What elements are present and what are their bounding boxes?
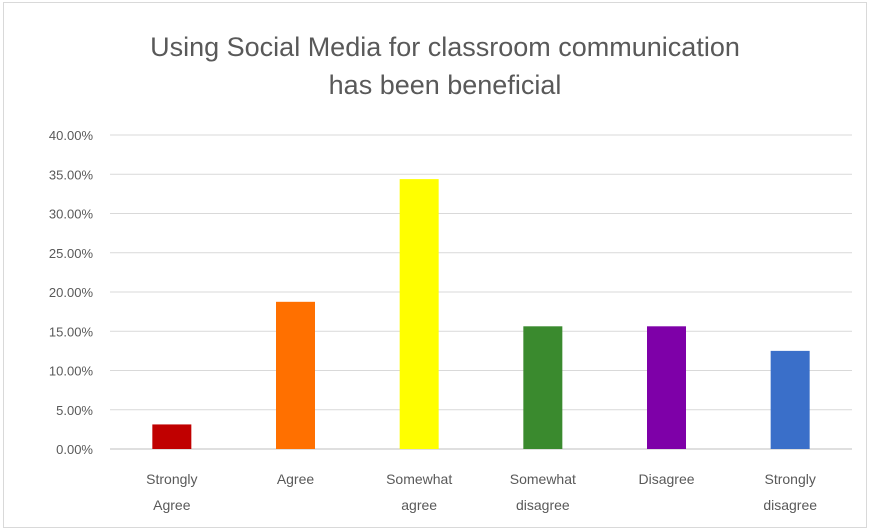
x-category-label: Strongly (146, 471, 197, 487)
x-category-label: Somewhat (510, 471, 576, 487)
bar (647, 326, 686, 449)
x-category-label: agree (401, 497, 437, 513)
bar (770, 350, 810, 449)
gridlines (110, 134, 852, 450)
x-category-label: Agree (277, 471, 315, 487)
y-tick-label: 35.00% (49, 167, 94, 182)
chart-title-line-1: Using Social Media for classroom communi… (150, 32, 740, 62)
y-tick-label: 20.00% (49, 285, 94, 300)
y-tick-label: 0.00% (56, 442, 93, 457)
bars (152, 179, 810, 449)
chart-title: Using Social Media for classroom communi… (0, 28, 870, 104)
y-tick-label: 10.00% (49, 364, 94, 379)
bar (523, 326, 563, 449)
y-tick-label: 5.00% (56, 403, 93, 418)
x-category-label: Agree (153, 497, 191, 513)
y-tick-label: 30.00% (49, 207, 94, 222)
y-tick-label: 40.00% (49, 128, 94, 143)
x-category-label: disagree (516, 497, 570, 513)
x-category-label: Disagree (638, 471, 694, 487)
bar (399, 179, 439, 449)
bar (152, 424, 192, 449)
y-axis-tick-labels: 0.00% 5.00% 10.00% 15.00% 20.00% 25.00% 30.00%… (49, 128, 94, 457)
x-axis-category-labels: Strongly Agree Agree Somewhat agree Somewhat d… (146, 471, 817, 513)
y-tick-label: 15.00% (49, 324, 94, 339)
x-category-label: Strongly (764, 471, 815, 487)
x-category-label: Somewhat (386, 471, 452, 487)
x-category-label: disagree (763, 497, 817, 513)
bar (276, 301, 315, 449)
y-tick-label: 25.00% (49, 246, 94, 261)
chart-title-line-2: has been beneficial (328, 70, 562, 100)
